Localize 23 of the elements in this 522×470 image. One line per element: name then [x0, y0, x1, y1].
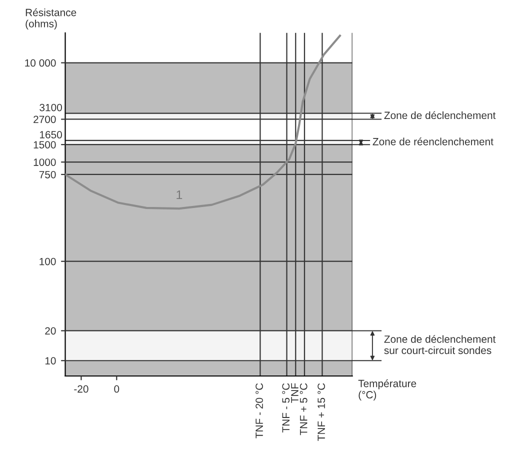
annotation: 1: [176, 190, 182, 200]
ref-line-label: 1650: [40, 131, 62, 138]
band-label: Zone de déclenchement sur court-circuit sondes: [384, 335, 496, 354]
ref-line-label: TNF: [291, 383, 298, 403]
y-tick-label: 1500: [34, 141, 56, 148]
x-axis-title: Température (°C): [358, 379, 416, 400]
ref-line-label: TNF - 5 °C: [282, 383, 290, 433]
x-tick-label: 0: [114, 385, 120, 393]
y-tick-label: 1000: [34, 158, 56, 166]
y-tick-label: 10: [45, 357, 56, 364]
ref-line-label: TNF + 5 °C: [300, 383, 308, 436]
y-tick-label: 20: [45, 327, 56, 335]
ref-line-label: TNF - 20 °C: [256, 383, 263, 438]
y-tick-label: 750: [39, 170, 56, 178]
ref-line-label: TNF + 15 °C: [318, 383, 326, 441]
ref-line-label: 3100: [40, 104, 62, 112]
y-tick-label: 10 000: [25, 59, 56, 67]
x-tick-label: -20: [74, 385, 88, 393]
band-label: Zone de déclenchement: [384, 111, 496, 120]
y-tick-label: 2700: [34, 116, 56, 124]
y-axis-title: Résistance (ohms): [26, 8, 76, 30]
y-tick-label: 100: [40, 258, 56, 266]
band-label: Zone de réenclenchement: [372, 138, 494, 146]
